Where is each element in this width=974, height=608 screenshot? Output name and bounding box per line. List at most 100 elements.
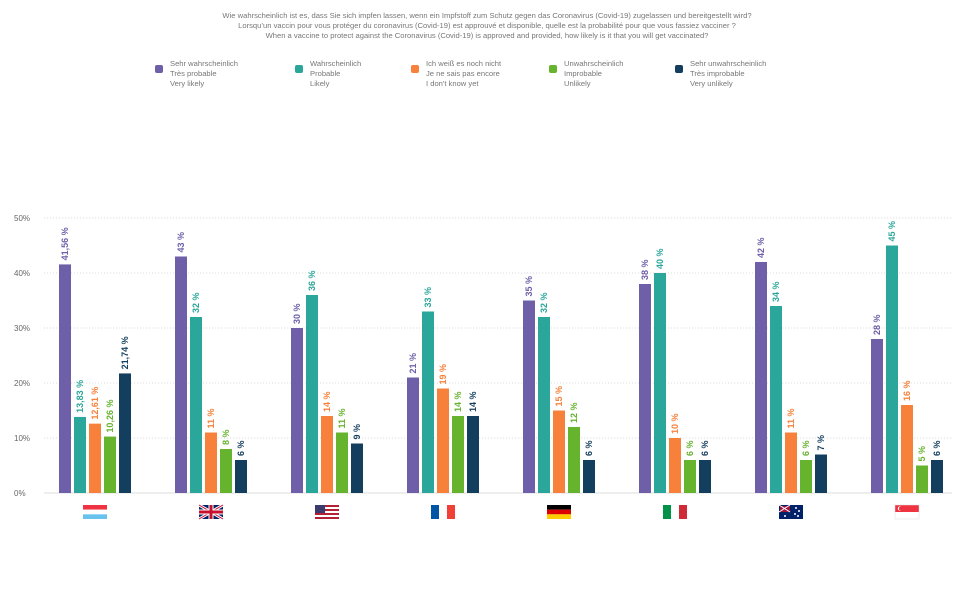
bar-value-label: 14 % [322,391,332,412]
flag-uk-icon [198,503,224,521]
bar-value-label: 14 % [468,391,478,412]
bar-value-label: 5 % [917,446,927,462]
legend-label: Très probable [170,69,217,78]
bar [190,317,202,493]
bar [407,377,419,493]
bar-value-label: 6 % [932,440,942,456]
bar [422,311,434,493]
bar-value-label: 21,74 % [120,336,130,369]
chart-title: Wie wahrscheinlich ist es, dass Sie sich… [0,11,974,41]
legend-label: Unwahrscheinlich [564,59,624,68]
y-tick-label: 50% [14,214,30,223]
bar-value-label: 33 % [423,287,433,308]
flag-usa-icon [315,505,339,519]
legend-label: Very unlikely [690,79,733,88]
bar [467,416,479,493]
y-tick-label: 20% [14,379,30,388]
title-german: Wie wahrscheinlich ist es, dass Sie sich… [222,11,752,20]
legend-label: Very likely [170,79,205,88]
bar-value-label: 6 % [801,440,811,456]
bar [74,416,86,493]
bar [770,306,782,493]
title-english: When a vaccine to protect against the Co… [265,31,709,40]
bar-value-label: 6 % [700,440,710,456]
bar [901,405,913,493]
bar-value-label: 9 % [352,424,362,440]
flag-australia-icon [778,504,803,519]
legend: Sehr wahrscheinlich Très probable Very l… [155,59,805,89]
bar [351,443,363,493]
bar-value-label: 10,26 % [105,400,115,433]
legend-item-very-likely: Sehr wahrscheinlich Très probable Very l… [155,59,295,89]
bar [639,284,651,493]
legend-label: Ich weiß es noch nicht [426,59,502,68]
bar [785,432,797,493]
legend-swatch [675,65,683,73]
bar [321,416,333,493]
bar-value-label: 19 % [438,364,448,385]
bar [175,256,187,493]
bar-value-label: 43 % [176,232,186,253]
bar-value-label: 35 % [524,276,534,297]
legend-label: Likely [310,79,330,88]
legend-label: Probable [310,69,341,78]
bar [235,460,247,493]
bar-value-label: 8 % [221,429,231,445]
legend-label: Je ne sais pas encore [426,69,500,78]
bar-value-label: 6 % [685,440,695,456]
bar [684,460,696,493]
y-tick-label: 0% [14,489,26,498]
bar-value-label: 34 % [771,281,781,302]
legend-swatch [549,65,557,73]
bar [220,449,232,493]
bar-value-label: 12,61 % [90,387,100,420]
bar [336,432,348,493]
bar [568,427,580,493]
y-tick-label: 10% [14,434,30,443]
legend-label: Sehr unwahrscheinlich [690,59,767,68]
bar-value-label: 11 % [206,408,216,428]
bar [654,273,666,493]
bar [815,454,827,493]
y-tick-label: 30% [14,324,30,333]
flag-germany-icon [547,505,571,519]
bar [306,295,318,493]
legend-swatch [411,65,419,73]
bar [538,317,550,493]
legend-item-unlikely: Unwahrscheinlich Improbable Unlikely [549,59,675,89]
bar [437,388,449,493]
legend-item-very-unlikely: Sehr unwahrscheinlich Très improbable Ve… [675,59,805,89]
bar [669,438,681,493]
legend-label: Sehr wahrscheinlich [170,59,238,68]
y-tick-label: 40% [14,269,30,278]
flag-luxembourg-icon [83,505,107,519]
bar [871,339,883,493]
bar-value-label: 11 % [337,408,347,428]
bar-value-label: 12 % [569,402,579,423]
bar [119,373,131,493]
title-french: Lorsqu’un vaccin pour vous protéger du c… [238,21,736,30]
bar-value-label: 38 % [640,259,650,280]
bar-value-label: 21 % [408,353,418,374]
bar [104,436,116,493]
bar-value-label: 32 % [539,292,549,313]
bar [755,262,767,493]
bar-value-label: 30 % [292,303,302,324]
bar-value-label: 10 % [670,413,680,434]
bar [583,460,595,493]
bar-value-label: 42 % [756,237,766,258]
legend-item-likely: Wahrscheinlich Probable Likely [295,59,411,89]
bar [452,416,464,493]
bar-value-label: 41,56 % [60,227,70,260]
bar [291,328,303,493]
bar-value-label: 15 % [554,386,564,407]
bar [59,264,71,493]
bar-value-label: 32 % [191,292,201,313]
bar-value-label: 28 % [872,314,882,335]
flag-singapore-icon [894,504,920,520]
legend-label: Wahrscheinlich [310,59,362,68]
flag-france-icon [431,505,455,519]
bar [523,300,535,493]
bar [205,432,217,493]
